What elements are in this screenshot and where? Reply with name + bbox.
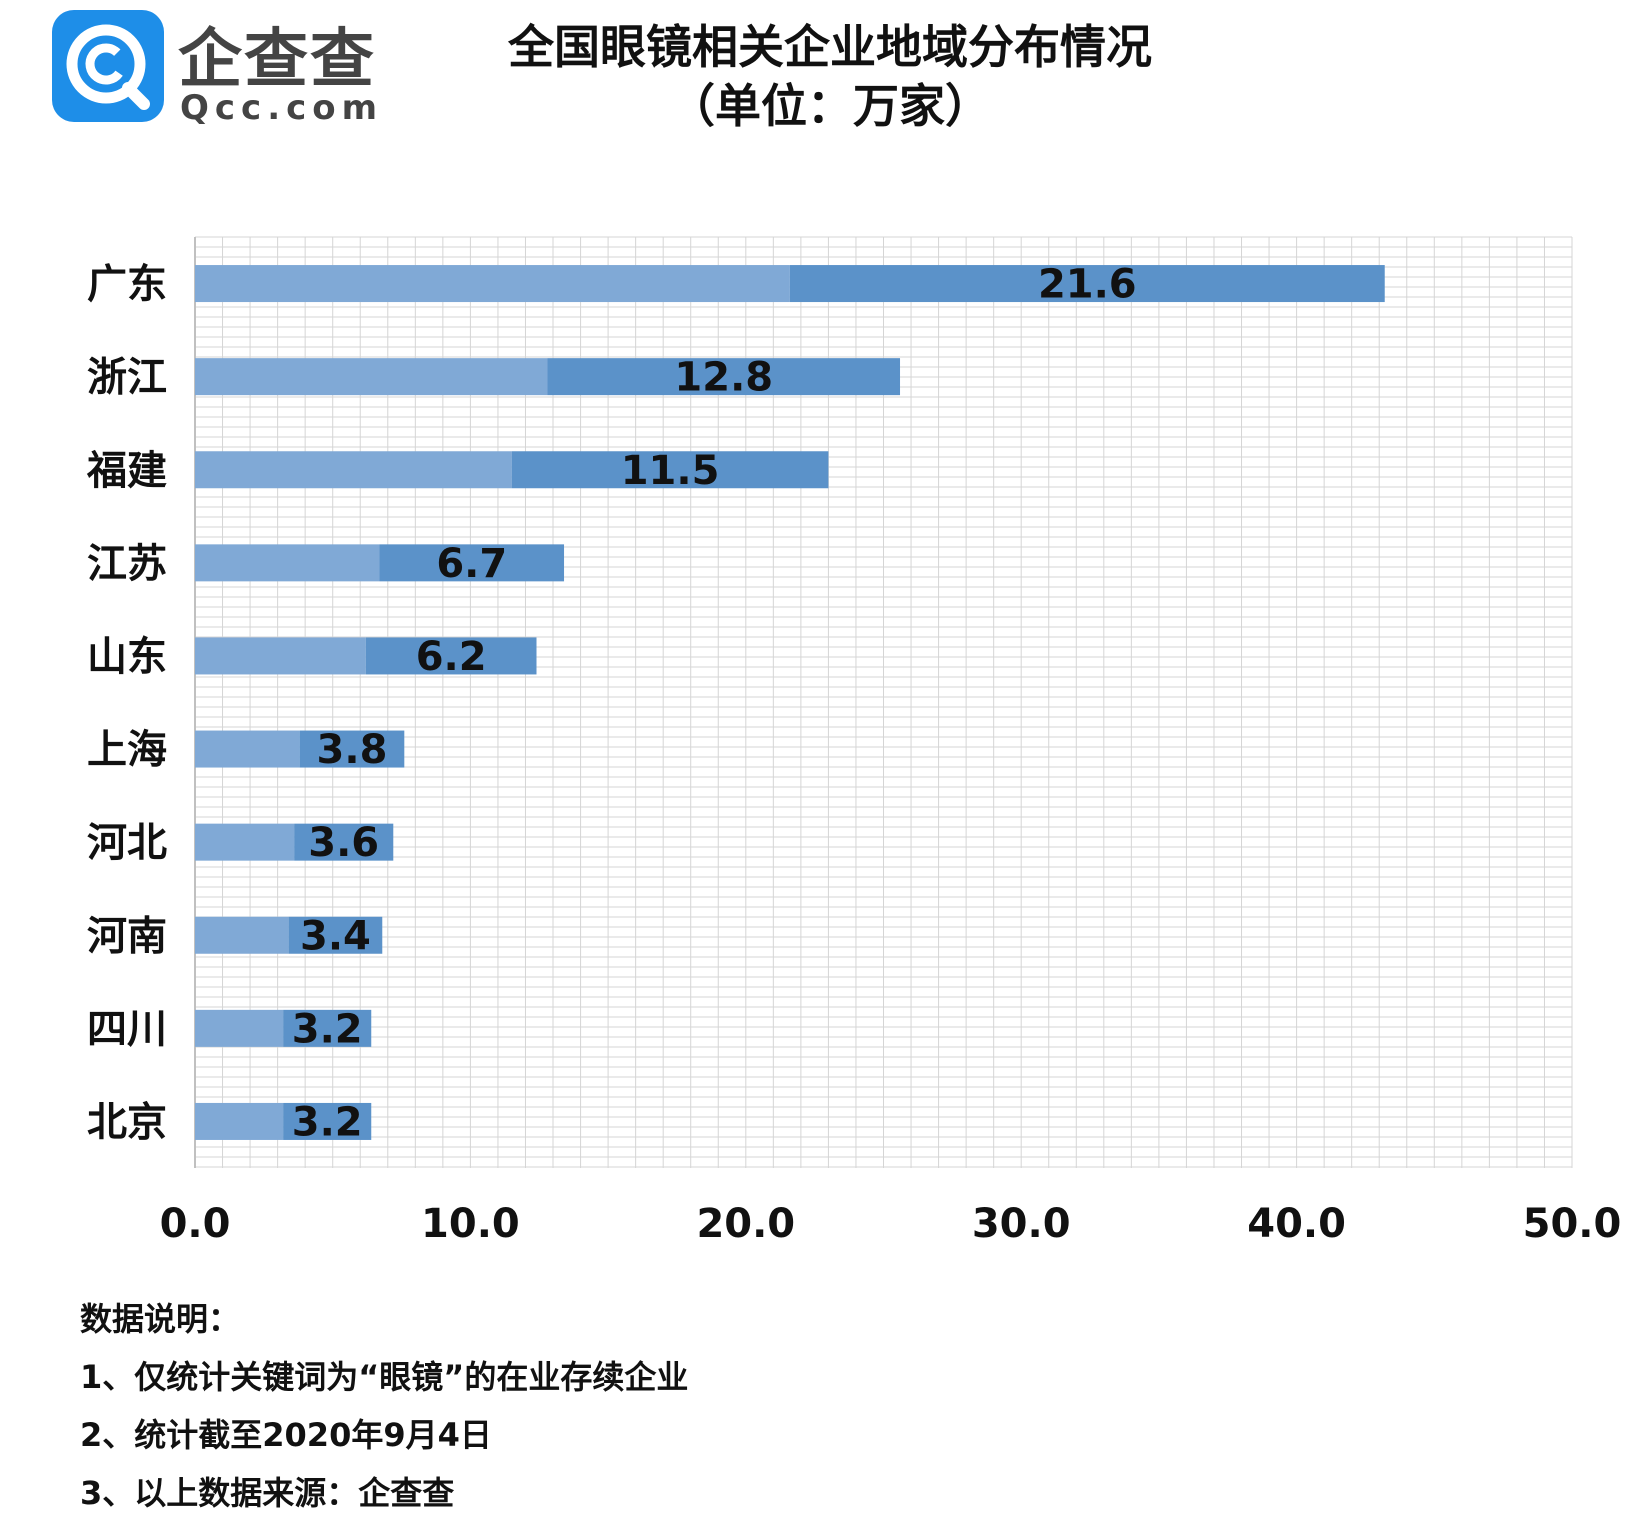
category-label: 山东	[87, 634, 167, 680]
data-label: 3.2	[292, 1099, 363, 1145]
bar-segment-dark	[789, 265, 1385, 303]
bar-segment-dark	[288, 916, 383, 954]
category-label: 江苏	[87, 541, 167, 587]
bar-segment-light	[195, 637, 366, 675]
x-tick-label: 0.0	[160, 1201, 231, 1247]
bar-segment-light	[195, 1102, 284, 1140]
category-label: 福建	[86, 448, 167, 494]
x-tick-label: 40.0	[1247, 1201, 1346, 1247]
notes-heading: 数据说明：	[80, 1300, 241, 1338]
category-label: 浙江	[87, 355, 167, 401]
data-notes: 数据说明： 1、仅统计关键词为“眼镜”的在业存续企业 2、统计截至2020年9月…	[80, 1290, 688, 1522]
data-label: 3.6	[308, 820, 379, 866]
data-label: 12.8	[674, 355, 773, 401]
data-label: 3.8	[317, 727, 388, 773]
chart-subtitle: （单位：万家）	[669, 79, 991, 133]
note-item: 1、仅统计关键词为“眼镜”的在业存续企业	[80, 1358, 689, 1396]
x-tick-label: 50.0	[1523, 1201, 1622, 1247]
category-label: 河南	[87, 913, 167, 959]
category-label: 广东	[87, 262, 167, 308]
data-label: 6.7	[436, 541, 507, 587]
category-label: 上海	[87, 727, 167, 773]
note-item: 2、统计截至2020年9月4日	[80, 1416, 492, 1454]
bar-segment-dark	[547, 358, 901, 396]
x-tick-label: 20.0	[696, 1201, 795, 1247]
logo-brand-name: 企查查	[178, 23, 376, 97]
qcc-logo-icon	[52, 10, 164, 122]
chart-bars	[195, 265, 1385, 1140]
bar-segment-light	[195, 730, 300, 768]
data-label: 3.4	[300, 913, 371, 959]
data-label: 3.2	[292, 1006, 363, 1052]
bar-segment-dark	[511, 451, 829, 489]
bar-segment-dark	[283, 1102, 372, 1140]
x-tick-label: 10.0	[421, 1201, 520, 1247]
category-label: 河北	[87, 820, 167, 866]
data-label: 11.5	[621, 448, 720, 494]
bar-segment-light	[195, 823, 295, 861]
chart-labels: 21.6 广东 12.8 浙江 11.5 福建 6.7 江苏 6.2 山东 3.8 上海 3.6 河北 3.…	[86, 262, 1621, 1247]
bar-segment-dark	[379, 544, 565, 582]
bar-segment-dark	[294, 823, 394, 861]
qcc-logo: 企查查 Qcc.com	[52, 10, 377, 128]
chart-title-block: 全国眼镜相关企业地域分布情况 （单位：万家）	[420, 18, 1240, 136]
bar-segment-light	[195, 358, 548, 396]
bar-segment-light	[195, 1009, 284, 1047]
bar-segment-light	[195, 265, 790, 303]
bar-segment-light	[195, 916, 289, 954]
logo-domain: Qcc.com	[180, 88, 384, 128]
data-label: 6.2	[416, 634, 487, 680]
bar-segment-dark	[283, 1009, 372, 1047]
bar-segment-light	[195, 451, 512, 489]
x-tick-label: 30.0	[972, 1201, 1071, 1247]
note-item: 3、以上数据来源：企查查	[80, 1474, 455, 1512]
data-label: 21.6	[1038, 262, 1137, 308]
bar-segment-light	[195, 544, 380, 582]
bar-segment-dark	[365, 637, 537, 675]
category-label: 四川	[87, 1006, 167, 1052]
bar-chart: 21.6 广东 12.8 浙江 11.5 福建 6.7 江苏 6.2 山东 3.8 上海 3.6 河北 3.…	[86, 236, 1621, 1247]
bar-segment-dark	[299, 730, 405, 768]
category-label: 北京	[87, 1099, 167, 1145]
chart-title: 全国眼镜相关企业地域分布情况	[508, 20, 1152, 74]
